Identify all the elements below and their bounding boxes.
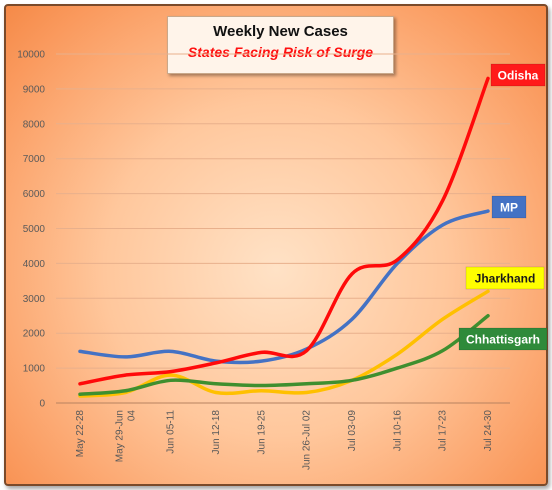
x-tick-label: Jun 05-11 bbox=[166, 410, 177, 454]
x-tick-label: Jun 26-Jul 02 bbox=[302, 410, 313, 470]
chart-subtitle: States Facing Risk of Surge bbox=[187, 44, 374, 60]
x-tick-label: Jul 17-23 bbox=[438, 410, 449, 452]
y-tick-label: 4000 bbox=[23, 259, 46, 270]
y-tick-label: 9000 bbox=[23, 84, 46, 95]
series-label-text: Jharkhand bbox=[475, 272, 536, 286]
y-tick-label: 6000 bbox=[23, 189, 46, 200]
x-tick-label: 04 bbox=[126, 410, 137, 422]
x-tick-label: Jul 03-09 bbox=[347, 410, 358, 452]
series-label-odisha: Odisha bbox=[490, 63, 546, 87]
series-label-box bbox=[465, 266, 545, 290]
y-tick-label: 8000 bbox=[23, 119, 46, 130]
y-tick-label: 3000 bbox=[23, 294, 46, 305]
title-box: Weekly New Cases States Facing Risk of S… bbox=[167, 16, 394, 74]
y-tick-label: 1000 bbox=[23, 364, 46, 375]
series-label-jharkhand: Jharkhand bbox=[465, 266, 545, 290]
y-tick-label: 2000 bbox=[23, 329, 46, 340]
series-label-text: Odisha bbox=[498, 69, 539, 83]
series-label-box bbox=[491, 195, 527, 219]
series-label-text: MP bbox=[500, 201, 518, 215]
series-line-jharkhand bbox=[78, 289, 490, 398]
series-label-box bbox=[490, 63, 546, 87]
series-label-mp: MP bbox=[491, 195, 527, 219]
series-line-mp bbox=[78, 209, 490, 365]
series-line-odisha bbox=[78, 76, 490, 386]
series-label-text: Chhattisgarh bbox=[466, 333, 540, 347]
y-tick-label: 10000 bbox=[17, 50, 45, 61]
x-tick-label: Jul 24-30 bbox=[483, 410, 494, 452]
x-tick-label: Jun 12-18 bbox=[211, 410, 222, 455]
series-label-chhattisgarh: Chhattisgarh bbox=[458, 327, 548, 351]
chart-frame: Weekly New Cases States Facing Risk of S… bbox=[4, 4, 548, 486]
y-tick-label: 7000 bbox=[23, 154, 46, 165]
y-tick-label: 5000 bbox=[23, 224, 46, 235]
x-tick-label: May 29-Jun bbox=[114, 410, 125, 462]
x-tick-label: Jun 19-25 bbox=[256, 410, 267, 455]
x-tick-label: Jul 10-16 bbox=[392, 410, 403, 452]
series-line-chhattisgarh bbox=[78, 314, 490, 397]
series-label-box bbox=[458, 327, 548, 351]
x-tick-label: May 22-28 bbox=[75, 410, 86, 458]
y-tick-label: 0 bbox=[39, 399, 45, 410]
chart-title: Weekly New Cases bbox=[213, 23, 348, 40]
